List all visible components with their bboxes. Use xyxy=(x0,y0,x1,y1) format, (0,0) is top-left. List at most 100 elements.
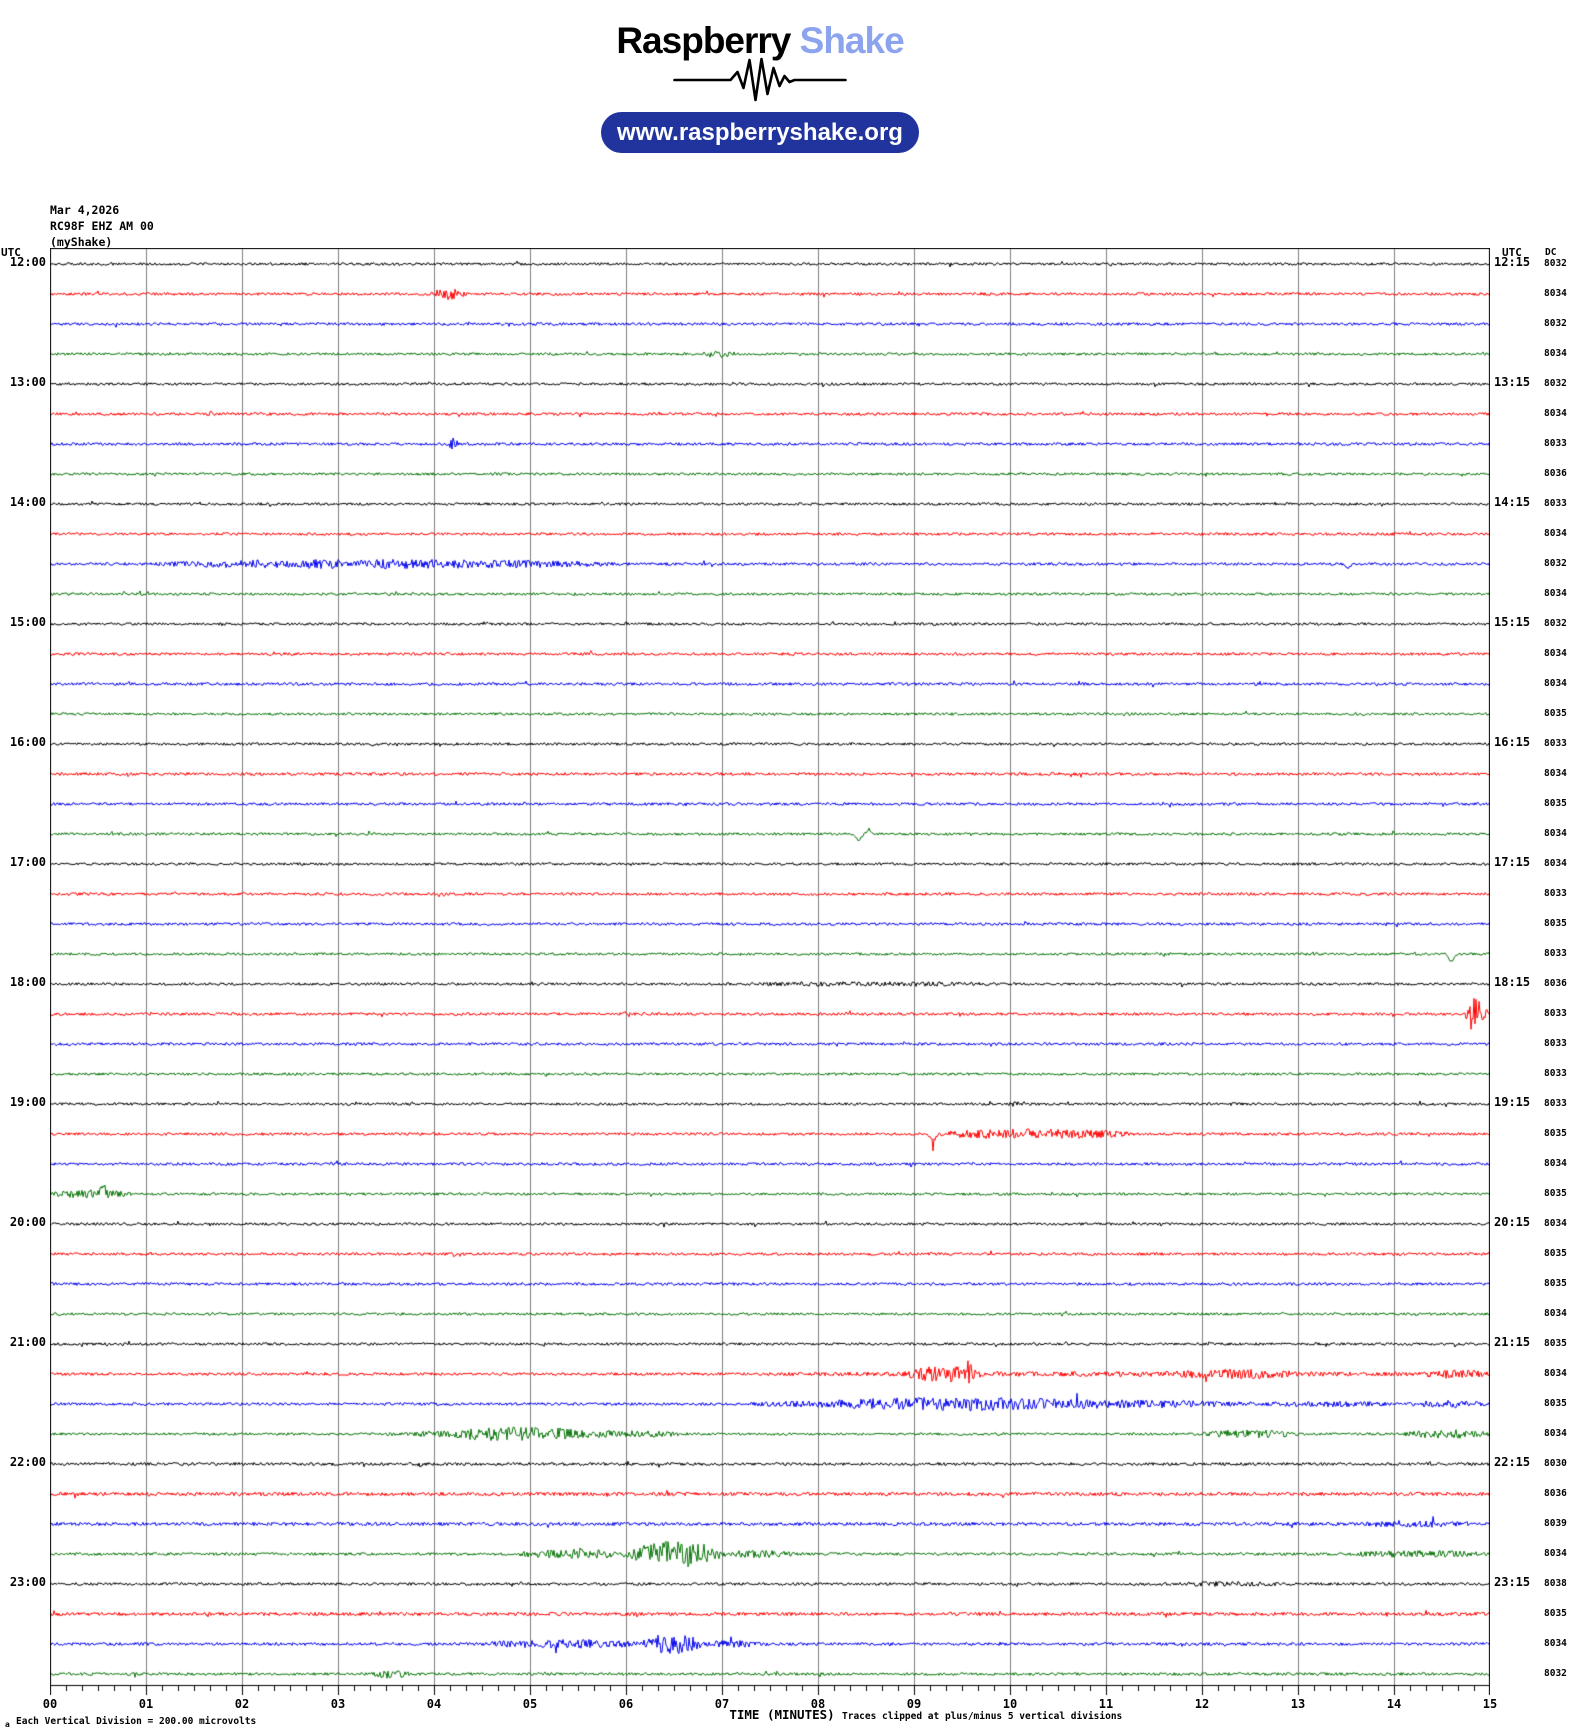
dc-value: 8034 xyxy=(1544,828,1567,839)
dc-value: 8038 xyxy=(1544,1578,1567,1589)
dc-value: 8035 xyxy=(1544,1608,1567,1619)
x-tick-label: 14 xyxy=(1386,1697,1402,1711)
hour-label-left: 23:00 xyxy=(9,1575,46,1589)
hour-label-left: 16:00 xyxy=(9,735,46,749)
hour-label-left: 18:00 xyxy=(9,975,46,989)
hour-label-left: 19:00 xyxy=(9,1095,46,1109)
dc-value: 8034 xyxy=(1544,858,1567,869)
hour-label-right: 16:15 xyxy=(1494,735,1531,749)
x-tick-label: 00 xyxy=(42,1697,58,1711)
dc-value: 8034 xyxy=(1544,348,1567,359)
dc-value: 8033 xyxy=(1544,738,1567,749)
plot-date: Mar 4,2026 xyxy=(50,203,120,217)
seismogram-wave-icon xyxy=(673,57,848,107)
logo-shake: Shake xyxy=(799,20,905,61)
dc-value: 8034 xyxy=(1544,1218,1567,1229)
dc-value: 8035 xyxy=(1544,1398,1567,1409)
plot-network: (myShake) xyxy=(50,235,113,249)
clip-note: Traces clipped at plus/minus 5 vertical … xyxy=(842,1711,1123,1722)
dc-value: 8033 xyxy=(1544,1068,1567,1079)
dc-value: 8034 xyxy=(1544,288,1567,299)
x-tick-label: 07 xyxy=(714,1697,730,1711)
hour-label-left: 12:00 xyxy=(9,255,46,269)
plot-station: RC98F EHZ AM 00 xyxy=(50,219,154,233)
x-tick-label: 06 xyxy=(618,1697,634,1711)
dc-column-header: DC xyxy=(1545,247,1557,258)
dc-value: 8034 xyxy=(1544,1368,1567,1379)
dc-value: 8034 xyxy=(1544,1308,1567,1319)
hour-label-left: 14:00 xyxy=(9,495,46,509)
utc-label-left: UTC xyxy=(1,246,21,259)
dc-value: 8032 xyxy=(1544,618,1567,629)
x-tick-label: 03 xyxy=(330,1697,346,1711)
dc-value: 8033 xyxy=(1544,1038,1567,1049)
hour-label-left: 13:00 xyxy=(9,375,46,389)
hour-label-right: 12:15 xyxy=(1494,255,1531,269)
dc-value: 8034 xyxy=(1544,1158,1567,1169)
dc-value: 8035 xyxy=(1544,1188,1567,1199)
dc-value: 8034 xyxy=(1544,408,1567,419)
hour-label-right: 21:15 xyxy=(1494,1335,1531,1349)
x-tick-label: 08 xyxy=(810,1697,826,1711)
x-tick-label: 04 xyxy=(426,1697,442,1711)
vertical-scale-note: Each Vertical Division = 200.00 microvol… xyxy=(16,1716,257,1727)
hour-label-right: 19:15 xyxy=(1494,1095,1531,1109)
dc-value: 8033 xyxy=(1544,1008,1567,1019)
dc-value: 8033 xyxy=(1544,948,1567,959)
dc-value: 8030 xyxy=(1544,1458,1567,1469)
dc-value: 8034 xyxy=(1544,1428,1567,1439)
hour-label-left: 21:00 xyxy=(9,1335,46,1349)
dc-value: 8035 xyxy=(1544,798,1567,809)
x-tick-label: 11 xyxy=(1098,1697,1114,1711)
corner-mark: a xyxy=(5,1720,10,1729)
hour-label-left: 20:00 xyxy=(9,1215,46,1229)
dc-value: 8033 xyxy=(1544,1098,1567,1109)
hour-label-right: 13:15 xyxy=(1494,375,1531,389)
dc-value: 8034 xyxy=(1544,528,1567,539)
logo-title: Raspberry Shake xyxy=(616,20,905,62)
dc-value: 8035 xyxy=(1544,1278,1567,1289)
hour-label-right: 15:15 xyxy=(1494,615,1531,629)
hour-label-right: 14:15 xyxy=(1494,495,1531,509)
dc-value: 8036 xyxy=(1544,978,1567,989)
x-tick-label: 10 xyxy=(1002,1697,1018,1711)
hour-label-right: 17:15 xyxy=(1494,855,1531,869)
x-axis-title: TIME (MINUTES) xyxy=(729,1707,835,1722)
dc-value: 8034 xyxy=(1544,678,1567,689)
helicorder-canvas xyxy=(50,248,1490,1700)
dc-value: 8039 xyxy=(1544,1518,1567,1529)
dc-value: 8034 xyxy=(1544,1638,1567,1649)
dc-value: 8034 xyxy=(1544,588,1567,599)
x-tick-label: 01 xyxy=(138,1697,154,1711)
hour-label-right: 18:15 xyxy=(1494,975,1531,989)
dc-value: 8035 xyxy=(1544,708,1567,719)
logo-raspberry: Raspberry xyxy=(616,20,791,61)
plot-header: Mar 4,2026 RC98F EHZ AM 00 (myShake) xyxy=(50,202,154,250)
x-tick-label: 02 xyxy=(234,1697,250,1711)
dc-value: 8033 xyxy=(1544,888,1567,899)
dc-value: 8034 xyxy=(1544,768,1567,779)
hour-label-right: 20:15 xyxy=(1494,1215,1531,1229)
dc-value: 8036 xyxy=(1544,1488,1567,1499)
hour-label-left: 15:00 xyxy=(9,615,46,629)
dc-value: 8034 xyxy=(1544,648,1567,659)
x-tick-label: 15 xyxy=(1482,1697,1498,1711)
dc-value: 8035 xyxy=(1544,1338,1567,1349)
x-tick-label: 05 xyxy=(522,1697,538,1711)
hour-label-right: 22:15 xyxy=(1494,1455,1531,1469)
dc-value: 8033 xyxy=(1544,438,1567,449)
dc-value: 8032 xyxy=(1544,258,1567,269)
dc-value: 8032 xyxy=(1544,558,1567,569)
x-tick-label: 09 xyxy=(906,1697,922,1711)
dc-value: 8034 xyxy=(1544,1548,1567,1559)
dc-value: 8035 xyxy=(1544,918,1567,929)
dc-value: 8032 xyxy=(1544,1668,1567,1679)
hour-label-left: 22:00 xyxy=(9,1455,46,1469)
dc-value: 8032 xyxy=(1544,378,1567,389)
url-pill[interactable]: www.raspberryshake.org xyxy=(601,112,919,153)
utc-label-right: UTC xyxy=(1502,246,1522,259)
dc-value: 8036 xyxy=(1544,468,1567,479)
hour-label-left: 17:00 xyxy=(9,855,46,869)
x-tick-label: 12 xyxy=(1194,1697,1210,1711)
hour-label-right: 23:15 xyxy=(1494,1575,1531,1589)
